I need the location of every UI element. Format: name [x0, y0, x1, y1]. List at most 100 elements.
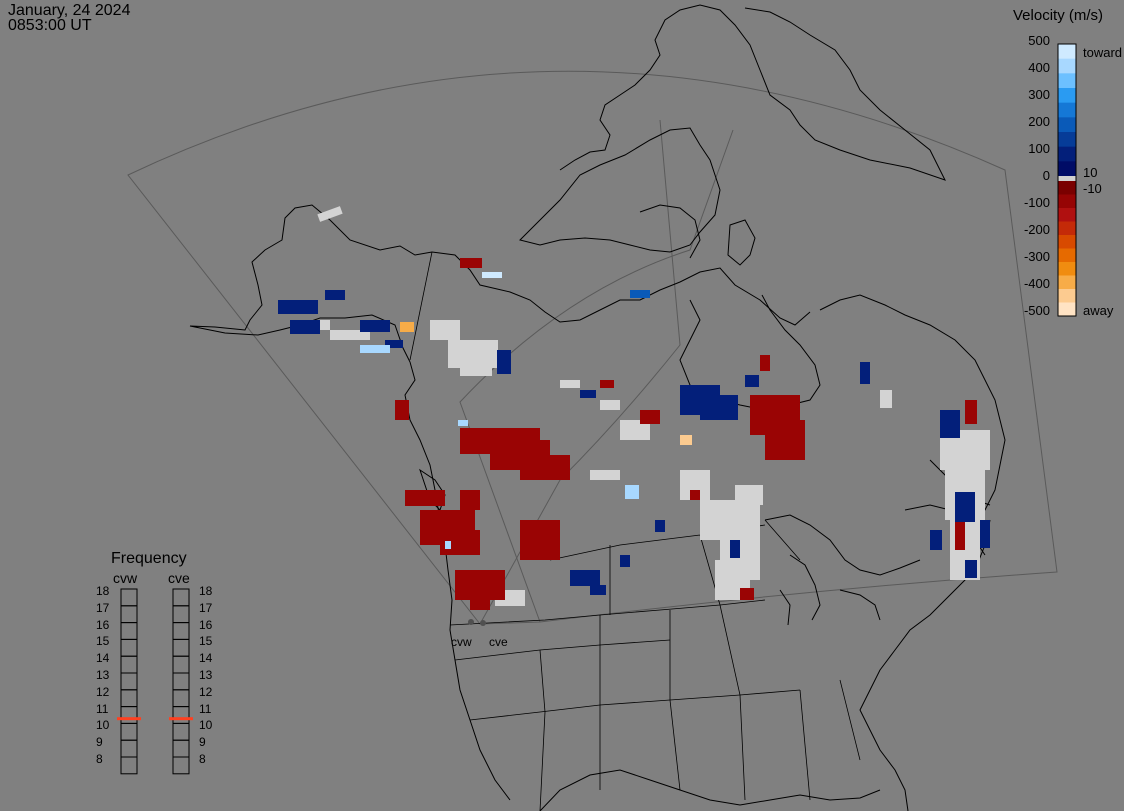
- radar-site-label-cvw: cvw: [451, 635, 472, 649]
- frequency-tick-label: 15: [96, 634, 110, 649]
- colorbar-segment: [1058, 194, 1076, 209]
- colorbar-segment: [1058, 275, 1076, 290]
- colorbar-segment: [1058, 161, 1076, 177]
- velocity-tick-label: 400: [1028, 60, 1050, 75]
- frequency-tick-label: 12: [96, 684, 110, 699]
- frequency-tick-label: 18: [96, 584, 110, 598]
- ground-scatter-cells: [300, 206, 990, 606]
- colorbar-segment: [1058, 132, 1076, 148]
- frequency-title: Frequency: [111, 550, 187, 567]
- radar-site-markers: [468, 619, 486, 626]
- frequency-indicator-cve: [169, 717, 193, 721]
- toward-velocity-cells: [278, 290, 990, 595]
- frequency-cell: [172, 605, 190, 624]
- frequency-cell: [120, 605, 138, 624]
- radar-site-label-cve: cve: [489, 635, 508, 649]
- colorbar-segment: [1058, 262, 1076, 276]
- velocity-tick-label: 500: [1028, 33, 1050, 48]
- velocity-colorbar: [1057, 43, 1077, 317]
- date-label: January, 24 2024: [8, 2, 131, 19]
- frequency-tick-label: 18: [199, 584, 213, 598]
- frequency-cell: [172, 638, 190, 657]
- frequency-tick-label: 11: [199, 701, 212, 716]
- frequency-tick-label: 16: [96, 617, 110, 632]
- frequency-cell: [120, 722, 138, 741]
- frequency-radar-label-cvw: cvw: [113, 570, 138, 586]
- velocity-tick-label: 200: [1028, 114, 1050, 129]
- colorbar-segment: [1058, 88, 1076, 104]
- frequency-cell: [120, 739, 138, 758]
- frequency-cell: [172, 722, 190, 741]
- colorbar-zero-segment: [1058, 176, 1076, 181]
- velocity-tick-label: -200: [1023, 222, 1050, 237]
- frequency-indicator-cvw: [117, 717, 141, 721]
- velocity-tick-label: 100: [1028, 141, 1050, 156]
- frequency-cell: [172, 655, 190, 674]
- radar-site-cvw: [468, 619, 474, 625]
- velocity-tick-label: -500: [1023, 303, 1050, 318]
- colorbar-segment: [1058, 235, 1076, 249]
- velocity-tick-label: 300: [1028, 87, 1050, 102]
- frequency-cell: [172, 706, 190, 724]
- colorbar-outline: [1057, 43, 1077, 317]
- frequency-tick-label: 8: [199, 752, 206, 766]
- frequency-cell: [172, 622, 190, 640]
- frequency-tick-label: 16: [199, 617, 213, 632]
- frequency-cell: [120, 622, 138, 640]
- frequency-tick-label: 9: [96, 735, 103, 750]
- frequency-gauges: [117, 588, 193, 775]
- radar-fov-outline: [127, 70, 1058, 625]
- frequency-tick-label: 15: [199, 634, 213, 649]
- colorbar-segment: [1058, 221, 1076, 236]
- colorbar-segment: [1058, 44, 1076, 60]
- frequency-tick-label: 8: [96, 752, 103, 766]
- frequency-cell: [120, 672, 138, 691]
- colorbar-segment: [1058, 181, 1076, 195]
- frequency-tick-label: 11: [96, 701, 109, 716]
- frequency-cell: [172, 689, 190, 708]
- velocity-tick-label: -100: [1023, 195, 1050, 210]
- colorbar-segment: [1058, 58, 1076, 74]
- positive-threshold-label: 10: [1083, 165, 1098, 180]
- frequency-tick-label: 17: [96, 600, 110, 615]
- colorbar-segment: [1058, 73, 1076, 89]
- toward-label: toward: [1083, 45, 1123, 60]
- colorbar-segment: [1058, 248, 1076, 263]
- high-speed-cells: [360, 272, 692, 549]
- colorbar-segment: [1058, 302, 1076, 317]
- frequency-cell: [120, 655, 138, 674]
- away-label: away: [1083, 303, 1114, 318]
- velocity-scale-title: Velocity (m/s): [1013, 7, 1104, 24]
- frequency-cell: [120, 689, 138, 708]
- colorbar-segment: [1058, 146, 1076, 162]
- colorbar-segment: [1058, 117, 1076, 133]
- political-borders: [409, 251, 861, 811]
- frequency-tick-label: 13: [199, 668, 213, 682]
- frequency-cell: [172, 588, 190, 607]
- frequency-cell: [120, 756, 138, 775]
- frequency-cell: [172, 739, 190, 758]
- frequency-cell: [120, 638, 138, 657]
- velocity-tick-label: 0: [1042, 168, 1050, 183]
- colorbar-segment: [1058, 208, 1076, 222]
- frequency-tick-label: 14: [199, 651, 213, 666]
- frequency-cell: [120, 706, 138, 724]
- velocity-tick-label: -300: [1023, 249, 1050, 264]
- frequency-tick-label: 9: [199, 735, 206, 750]
- frequency-cell: [120, 588, 138, 607]
- negative-threshold-label: -10: [1083, 181, 1102, 196]
- frequency-radar-label-cve: cve: [168, 570, 190, 586]
- frequency-cell: [172, 672, 190, 691]
- colorbar-segment: [1058, 102, 1076, 118]
- frequency-tick-label: 14: [96, 651, 110, 666]
- colorbar-segment: [1058, 289, 1076, 303]
- frequency-cell: [172, 756, 190, 775]
- frequency-tick-label: 12: [199, 684, 213, 699]
- frequency-tick-label: 17: [199, 600, 213, 615]
- velocity-tick-label: -400: [1023, 276, 1050, 291]
- away-velocity-cells: [395, 258, 977, 610]
- coastlines: [189, 4, 1006, 811]
- time-label: 0853:00 UT: [8, 17, 92, 34]
